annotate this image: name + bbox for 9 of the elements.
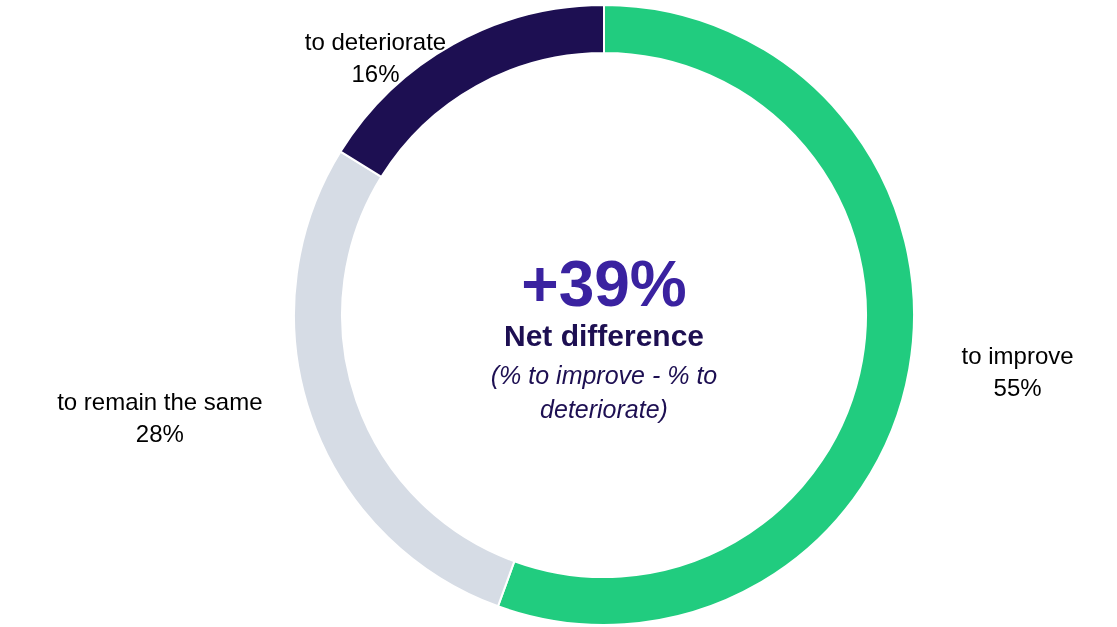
data-label: 28%: [135, 420, 184, 448]
data-label: 55%: [993, 374, 1042, 402]
text: Net difference: [503, 319, 705, 352]
slice-label: to improve: [961, 342, 1074, 370]
slice-label: to remain the same: [57, 388, 263, 416]
text: +39%: [521, 248, 687, 320]
data-label: 16%: [351, 59, 400, 87]
slice-label: to deteriorate: [304, 27, 447, 55]
text: (% to improve - % to deteriorate): [490, 361, 718, 423]
